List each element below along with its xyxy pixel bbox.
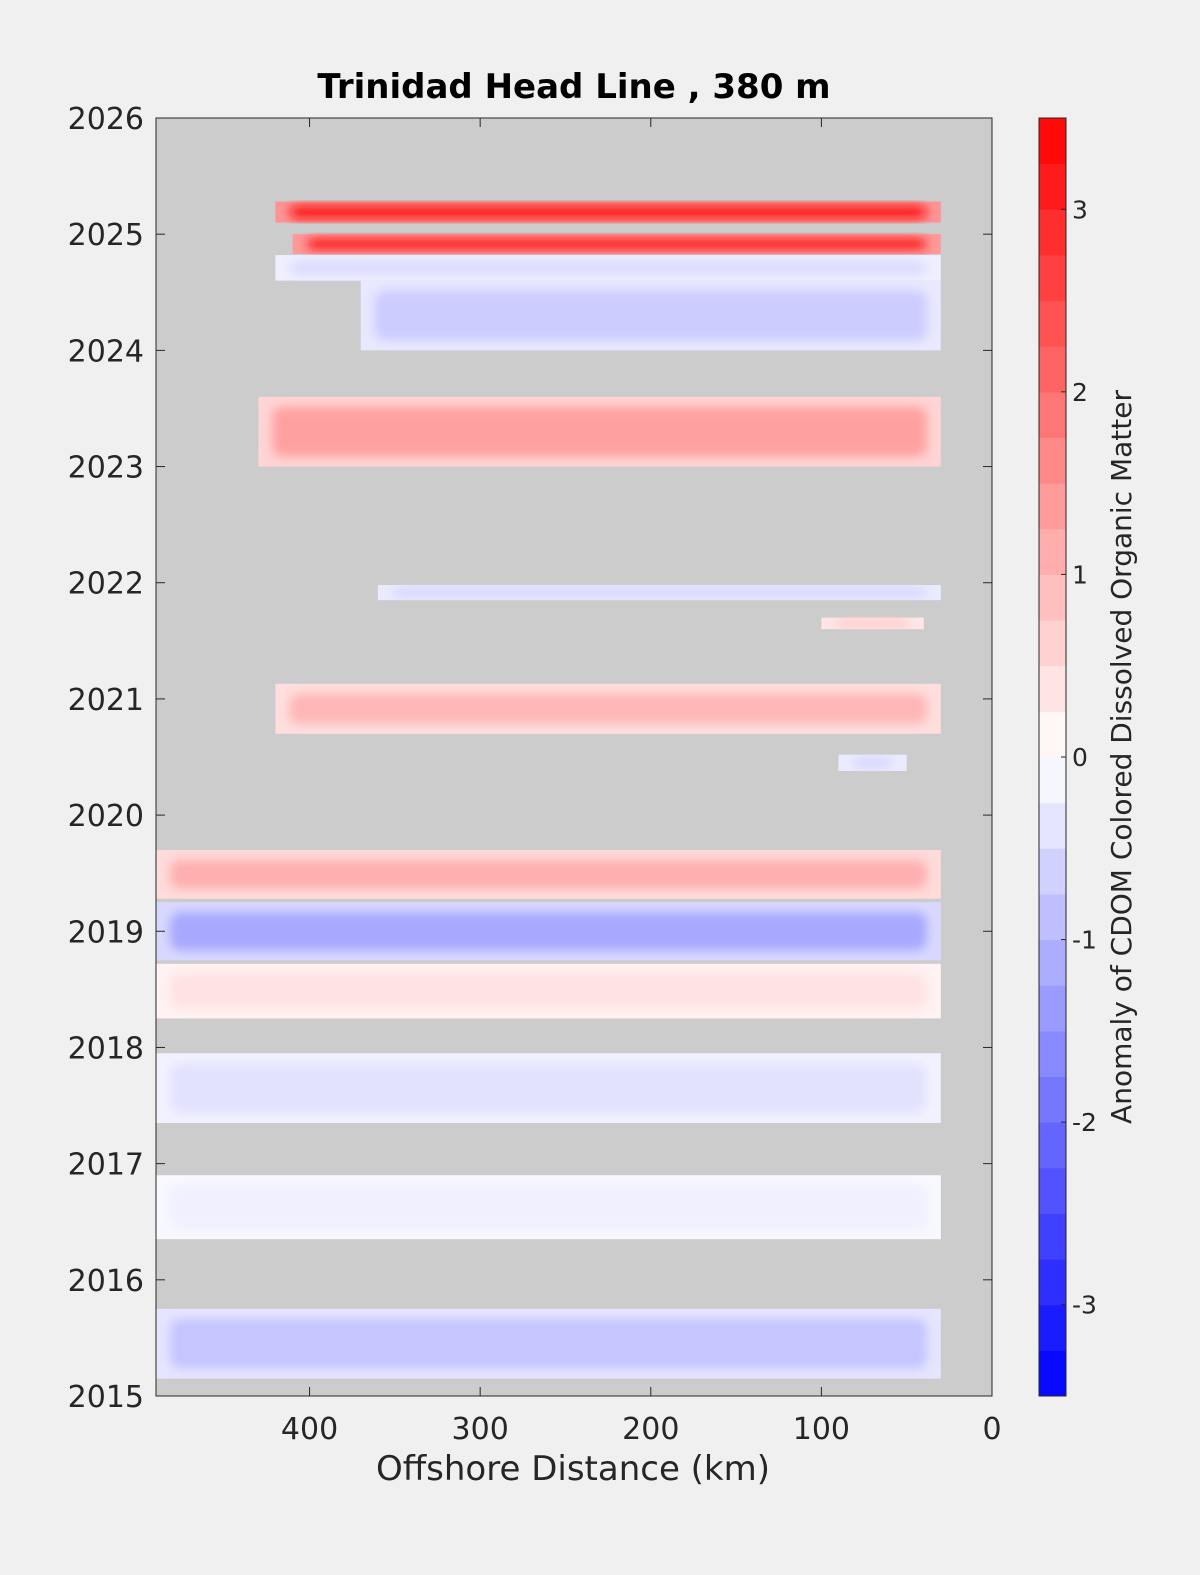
colorbar-level (1039, 254, 1066, 302)
plot-frame (155, 117, 993, 1397)
x-tick-label: 300 (452, 1412, 509, 1447)
colorbar-tick-label: 1 (1072, 560, 1088, 589)
data-band-core (170, 912, 927, 951)
colorbar-level (1039, 757, 1066, 804)
data-band (156, 1175, 941, 1240)
data-band (258, 396, 941, 467)
data-band (377, 585, 941, 601)
y-tick-label: 2023 (68, 451, 144, 486)
y-tick-label: 2020 (68, 799, 144, 834)
data-band (275, 201, 941, 223)
data-band (275, 255, 941, 281)
colorbar-level (1039, 893, 1066, 941)
y-tick-label: 2022 (68, 567, 144, 602)
y-tick-label: 2015 (68, 1380, 144, 1415)
colorbar-level (1039, 391, 1066, 438)
chart-title: Trinidad Head Line , 380 m (317, 67, 830, 107)
colorbar-level (1039, 300, 1066, 347)
colorbar-level (1039, 574, 1066, 621)
colorbar-level (1039, 437, 1066, 484)
data-band-core (289, 260, 927, 276)
data-band-core (170, 1063, 927, 1113)
y-tick-label: 2019 (68, 915, 144, 950)
anomaly-bands (156, 201, 941, 1379)
colorbar-level (1039, 1122, 1066, 1169)
colorbar-ticks: -3 -2 -1 0 1 2 3 (1061, 195, 1097, 1320)
colorbar-level (1039, 939, 1066, 986)
data-band-core (306, 238, 927, 250)
colorbar-tick-label: -3 (1072, 1291, 1097, 1320)
colorbar-level (1039, 209, 1066, 256)
colorbar-level (1039, 665, 1066, 712)
data-band (156, 1053, 941, 1123)
data-band (275, 683, 941, 734)
colorbar-level (1039, 1350, 1066, 1397)
x-tick-label: 100 (793, 1412, 850, 1447)
colorbar-tick-label: 0 (1072, 743, 1088, 772)
data-band (292, 234, 941, 254)
colorbar-level (1039, 802, 1066, 849)
data-band-core (170, 1185, 927, 1230)
y-tick-label: 2021 (68, 683, 144, 718)
data-band (156, 849, 941, 899)
colorbar-tick-label: -2 (1072, 1108, 1097, 1137)
data-band (821, 617, 924, 630)
colorbar-tick-label: 2 (1072, 378, 1088, 407)
data-band (838, 754, 907, 771)
x-tick-label: 400 (281, 1412, 338, 1447)
x-tick-label: 0 (982, 1412, 1001, 1447)
colorbar-level (1039, 1304, 1066, 1351)
data-band (156, 1308, 941, 1379)
colorbar-level (1039, 1167, 1066, 1214)
colorbar-level (1039, 528, 1066, 575)
colorbar-scale (1039, 118, 1066, 1397)
data-band-core (170, 1318, 927, 1369)
colorbar-level (1039, 1259, 1066, 1306)
colorbar-label: Anomaly of CDOM Colored Dissolved Organi… (1105, 390, 1138, 1124)
data-band (156, 963, 941, 1019)
colorbar-tick-label: 3 (1072, 195, 1088, 224)
x-axis: 400 300 200 100 0 (281, 118, 1002, 1447)
colorbar-level (1039, 1213, 1066, 1260)
colorbar-tick-label: -1 (1072, 926, 1097, 955)
y-tick-label: 2016 (68, 1264, 144, 1299)
colorbar-level (1039, 1030, 1066, 1077)
y-tick-label: 2018 (68, 1031, 144, 1066)
data-band-core (852, 758, 893, 768)
plot-area: 400 300 200 100 0 20152016201720182019202020… (68, 102, 1002, 1447)
data-band-core (289, 206, 927, 218)
data-band-core (170, 859, 927, 889)
data-band-core (374, 290, 927, 341)
y-axis: 2015 2016 2017 2018 2019 2020 2021 2022 2023 2024… (68, 102, 992, 1415)
data-band-core (170, 973, 927, 1009)
colorbar-level (1039, 483, 1066, 530)
colorbar-level (1039, 711, 1066, 758)
colorbar-level (1039, 346, 1066, 393)
data-band-core (391, 588, 927, 597)
data-band (360, 280, 941, 351)
colorbar-level (1039, 848, 1066, 895)
y-tick-label: 2024 (68, 334, 144, 369)
colorbar-level (1039, 163, 1066, 210)
data-band-core (272, 406, 927, 457)
colorbar-level (1039, 118, 1066, 165)
data-band-core (835, 620, 910, 627)
data-band-core (289, 693, 927, 724)
y-tick-label: 2026 (68, 102, 144, 137)
colorbar-level (1039, 1076, 1066, 1123)
colorbar-level (1039, 620, 1066, 667)
colorbar-level (1039, 985, 1066, 1032)
y-tick-label: 2025 (68, 218, 144, 253)
colorbar: -3 -2 -1 0 1 2 3 (1038, 117, 1097, 1397)
data-band (156, 902, 941, 961)
y-tick-label: 2017 (68, 1148, 144, 1183)
x-tick-label: 200 (622, 1412, 679, 1447)
x-axis-label: Offshore Distance (km) (376, 1449, 770, 1489)
